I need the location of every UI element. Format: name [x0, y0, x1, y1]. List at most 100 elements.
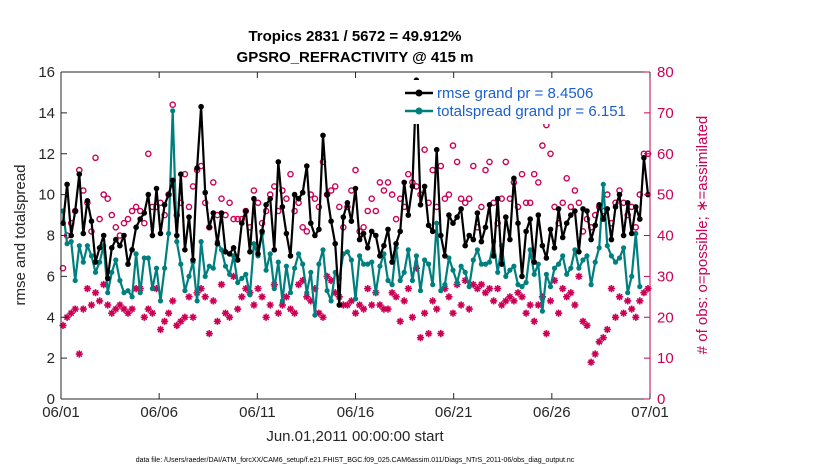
rmse-point	[624, 200, 631, 206]
assimilated-obs-marker	[530, 317, 538, 325]
rmse-point	[161, 202, 168, 208]
rmse-point	[295, 195, 302, 202]
assimilated-obs-marker	[526, 301, 534, 309]
rmse-point	[373, 232, 379, 239]
assimilated-obs-marker	[611, 313, 620, 321]
rmse-point	[92, 259, 99, 265]
rmse-point	[234, 257, 241, 263]
possible-obs-marker	[100, 191, 107, 198]
assimilated-obs-marker	[266, 301, 274, 309]
totalspread-point	[210, 265, 216, 271]
assimilated-obs-marker	[396, 317, 404, 325]
totalspread-point	[186, 273, 192, 279]
rmse-point	[210, 210, 217, 216]
totalspread-point	[568, 265, 574, 271]
assimilated-obs-marker	[299, 276, 307, 285]
possible-obs-marker	[392, 215, 400, 223]
rmse-point	[190, 257, 196, 263]
totalspread-point	[88, 253, 95, 259]
rmse-point	[592, 222, 598, 229]
assimilated-obs-marker	[607, 285, 615, 293]
totalspread-point	[361, 261, 367, 267]
totalspread-point	[523, 279, 529, 286]
totalspread-point	[304, 290, 310, 296]
totalspread-point	[486, 259, 493, 265]
rmse-point	[604, 206, 611, 212]
rmse-point	[377, 253, 383, 259]
x-axis-label: Jun.01,2011 00:00:00 start	[266, 428, 444, 445]
assimilated-obs-marker	[579, 317, 587, 325]
assimilated-obs-marker	[628, 305, 636, 313]
rmse-point	[259, 228, 265, 235]
assimilated-obs-marker	[209, 297, 217, 305]
rmse-point	[531, 259, 537, 265]
y-tick-label: 16	[38, 64, 55, 81]
assimilated-obs-marker	[437, 330, 445, 338]
assimilated-obs-marker	[197, 285, 205, 293]
rmse-point	[438, 232, 444, 239]
y-tick-label: 2	[47, 350, 55, 367]
y-right-tick-label: 60	[657, 146, 674, 163]
assimilated-obs-marker	[433, 305, 441, 313]
y-axis-label: rmse and totalspread	[12, 165, 29, 306]
totalspread-point	[153, 265, 160, 271]
totalspread-point	[162, 265, 168, 271]
rmse-point	[141, 210, 148, 216]
rmse-point	[104, 275, 111, 282]
totalspread-point	[206, 263, 212, 269]
totalspread-point	[592, 259, 598, 265]
assimilated-obs-marker	[404, 285, 412, 293]
assimilated-obs-marker	[185, 293, 193, 301]
totalspread-point	[348, 257, 354, 263]
assimilated-obs-marker	[315, 309, 323, 317]
assimilated-obs-marker	[63, 313, 71, 321]
possible-obs-marker	[120, 219, 128, 227]
assimilated-obs-marker	[563, 293, 571, 301]
possible-obs-marker	[254, 199, 262, 207]
rmse-point	[503, 214, 509, 220]
totalspread-point	[417, 288, 424, 294]
rmse-point	[547, 226, 554, 233]
rmse-point	[263, 202, 269, 208]
totalspread-point	[369, 259, 375, 265]
possible-obs-marker	[478, 203, 485, 211]
rmse-point	[446, 212, 452, 218]
assimilated-obs-marker	[538, 293, 546, 301]
totalspread-point	[564, 271, 570, 277]
totalspread-point	[235, 279, 241, 286]
totalspread-point	[263, 267, 269, 273]
totalspread-point	[373, 290, 379, 296]
totalspread-point	[535, 261, 541, 267]
assimilated-obs-marker	[465, 305, 473, 313]
rmse-point	[226, 251, 233, 257]
rmse-point	[287, 253, 294, 259]
totalspread-point	[328, 298, 334, 304]
rmse-point	[425, 222, 432, 229]
possible-obs-marker	[563, 174, 571, 182]
rmse-point	[243, 208, 249, 214]
assimilated-obs-marker	[364, 285, 372, 293]
possible-obs-marker	[335, 203, 343, 211]
possible-obs-marker	[571, 187, 579, 194]
totalspread-point	[547, 284, 554, 290]
totalspread-point	[454, 279, 460, 286]
possible-obs-marker	[299, 223, 307, 231]
rmse-point	[511, 175, 517, 182]
assimilated-obs-marker	[461, 276, 469, 285]
assimilated-obs-marker	[262, 313, 270, 321]
totalspread-point	[202, 273, 208, 279]
assimilated-obs-marker	[384, 305, 392, 313]
assimilated-obs-marker	[644, 285, 652, 293]
rmse-point	[368, 228, 375, 235]
rmse-point	[507, 236, 513, 243]
assimilated-obs-marker	[632, 313, 640, 321]
assimilated-obs-marker	[567, 289, 575, 297]
possible-obs-marker	[522, 199, 530, 207]
rmse-point	[584, 208, 590, 214]
assimilated-obs-marker	[221, 309, 230, 317]
y-tick-label: 4	[47, 309, 55, 326]
totalspread-point	[279, 298, 285, 304]
rmse-point	[121, 232, 127, 239]
legend-rmse-label: rmse grand pr = 8.4506	[437, 85, 593, 102]
x-tick-label: 06/06	[140, 404, 178, 421]
